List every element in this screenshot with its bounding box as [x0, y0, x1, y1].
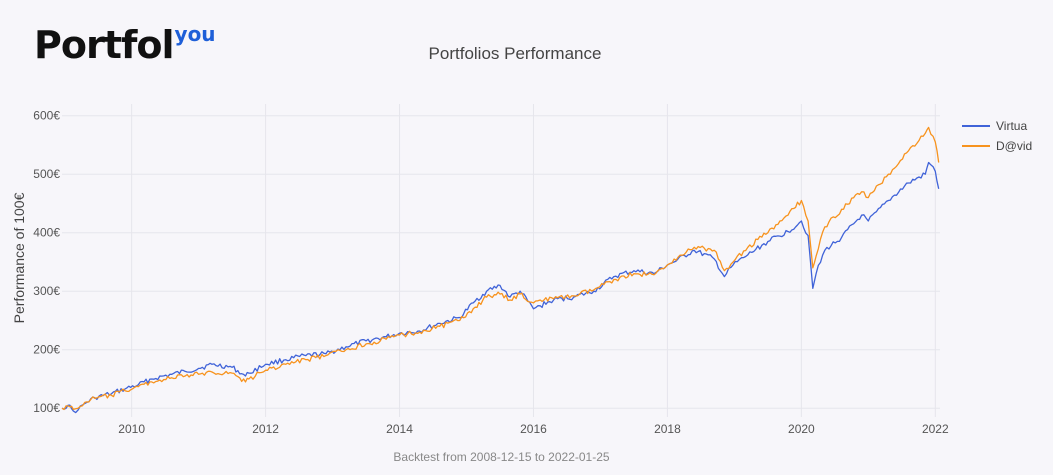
portfolyou-logo: Portfolyou — [34, 23, 216, 67]
legend-swatch-virtua — [962, 125, 990, 127]
legend-item-virtua[interactable]: Virtua — [962, 116, 1032, 136]
legend-label-david: D@vid — [996, 139, 1033, 153]
x-tick-label: 2018 — [654, 422, 681, 436]
logo-wordmark: Portfol — [34, 23, 175, 67]
y-tick-label: 400€ — [33, 226, 60, 240]
x-tick-label: 2016 — [520, 422, 547, 436]
legend: Virtua D@vid — [962, 116, 1032, 156]
legend-label-virtua: Virtua — [996, 119, 1028, 133]
x-tick-label: 2010 — [118, 422, 145, 436]
y-tick-label: 500€ — [33, 167, 60, 181]
x-tick-label: 2020 — [788, 422, 815, 436]
y-tick-label: 100€ — [33, 401, 60, 415]
x-tick-label: 2014 — [386, 422, 413, 436]
legend-item-david[interactable]: D@vid — [962, 136, 1032, 156]
series-line-david — [61, 126, 940, 411]
y-tick-label: 300€ — [33, 284, 60, 298]
x-tick-label: 2022 — [922, 422, 949, 436]
backtest-range-caption: Backtest from 2008-12-15 to 2022-01-25 — [393, 450, 610, 464]
logo-superscript: you — [174, 22, 216, 46]
x-tick-label: 2012 — [252, 422, 279, 436]
series-line-virtua — [61, 161, 940, 414]
y-tick-label: 200€ — [33, 343, 60, 357]
legend-swatch-david — [962, 145, 990, 147]
y-tick-label: 600€ — [33, 109, 60, 123]
chart-title: Portfolios Performance — [428, 44, 602, 63]
